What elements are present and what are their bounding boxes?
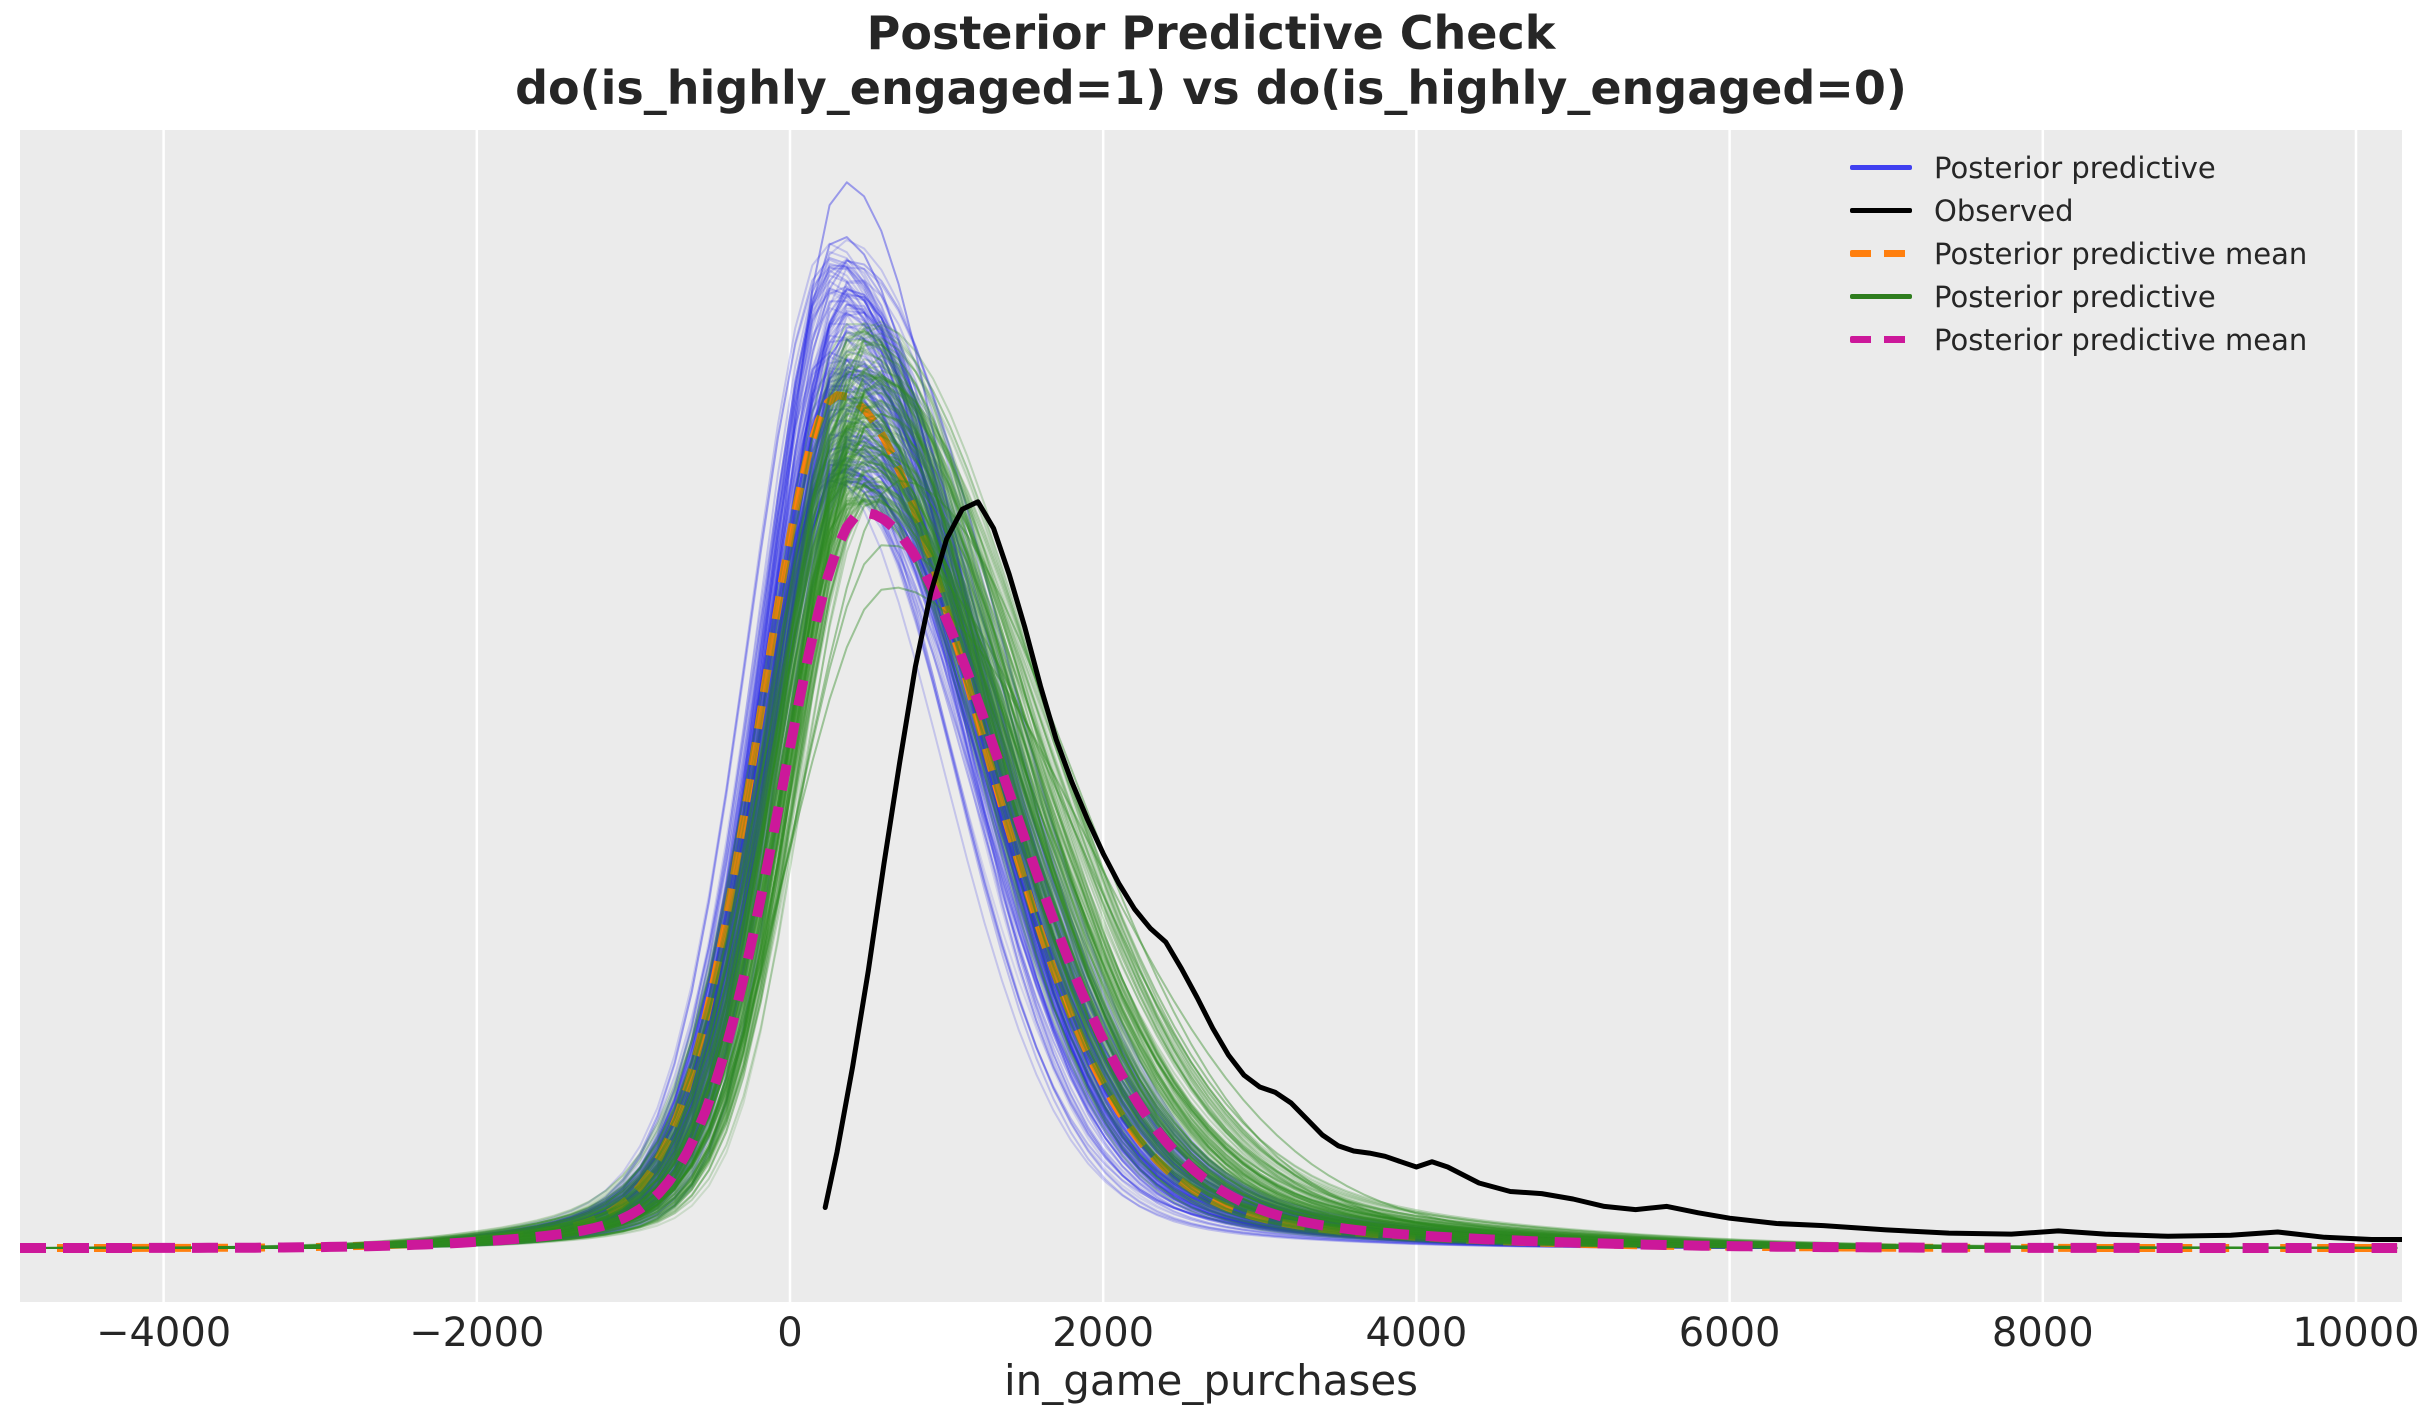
x-tick-label--4000: −4000 <box>96 1310 231 1356</box>
legend-label: Posterior predictive mean <box>1934 322 2308 357</box>
dashed-line-swatch-icon <box>1850 250 1912 257</box>
legend-entry-1: Observed <box>1850 189 2307 232</box>
solid-line-swatch-icon <box>1850 208 1912 213</box>
legend-entry-0: Posterior predictive <box>1850 146 2307 189</box>
x-tick-label-6000: 6000 <box>1679 1310 1781 1356</box>
legend-entry-2: Posterior predictive mean <box>1850 232 2307 275</box>
legend-label: Posterior predictive <box>1934 279 2216 314</box>
x-tick-label--2000: −2000 <box>409 1310 544 1356</box>
x-tick-label-0: 0 <box>777 1310 802 1356</box>
x-tick-label-8000: 8000 <box>1992 1310 2094 1356</box>
chart-title-line2: do(is_highly_engaged=1) vs do(is_highly_… <box>515 61 1907 116</box>
solid-line-swatch-icon <box>1850 294 1912 299</box>
posterior-predictive-mean-curve-3 <box>20 507 2398 1253</box>
x-tick-label-4000: 4000 <box>1366 1310 1468 1356</box>
dashed-line-swatch-icon <box>1850 336 1912 343</box>
legend: Posterior predictive Observed Posterior pr… <box>1850 146 2307 361</box>
x-axis-tick-labels: −4000 −2000 0 2000 4000 6000 8000 10000 <box>96 1310 2420 1356</box>
x-tick-label-2000: 2000 <box>1052 1310 1154 1356</box>
gridlines <box>162 130 2358 1302</box>
x-axis-label: in_game_purchases <box>1003 1356 1419 1405</box>
legend-entry-3: Posterior predictive <box>1850 275 2307 318</box>
observed-curve <box>822 499 2402 1242</box>
x-tick-label-10000: 10000 <box>2292 1310 2419 1356</box>
solid-line-swatch-icon <box>1850 165 1912 170</box>
legend-label: Observed <box>1934 193 2074 228</box>
kde-curves <box>20 181 2402 1253</box>
legend-entry-4: Posterior predictive mean <box>1850 318 2307 361</box>
legend-label: Posterior predictive mean <box>1934 236 2308 271</box>
plot-background <box>20 130 2402 1302</box>
legend-label: Posterior predictive <box>1934 150 2216 185</box>
chart-title: Posterior Predictive Check do(is_highly_… <box>20 6 2402 116</box>
chart-title-line1: Posterior Predictive Check <box>866 6 1556 60</box>
